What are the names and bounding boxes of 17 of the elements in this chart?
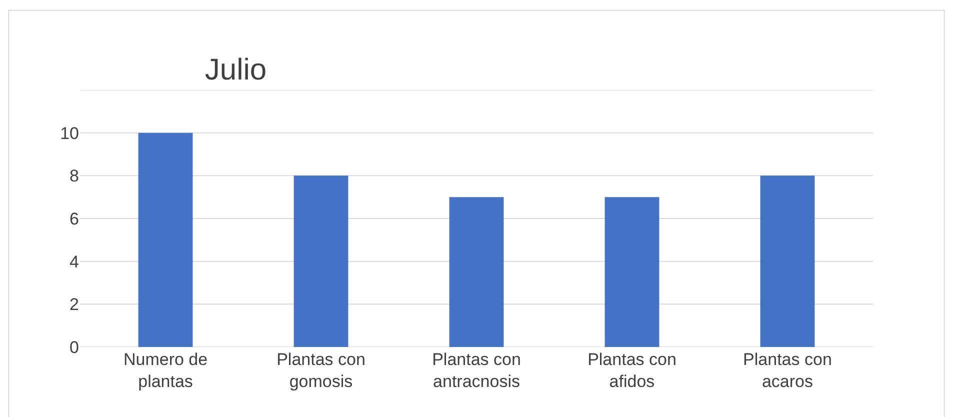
x-tick-label: Plantas con antracnosis: [432, 350, 521, 392]
y-tick-label: 0: [70, 338, 79, 357]
x-tick-label: Numero de plantas: [123, 350, 208, 392]
bar: [449, 197, 504, 347]
x-tick-label: Plantas con acaros: [743, 350, 832, 392]
y-tick-label: 4: [70, 252, 79, 272]
x-tick-label: Plantas con gomosis: [276, 350, 366, 392]
bar: [760, 176, 815, 347]
chart-title: Julio: [204, 53, 267, 86]
x-tick-label: Plantas con afidos: [588, 350, 676, 392]
y-tick-label: 8: [70, 166, 79, 186]
bar: [138, 132, 193, 347]
y-tick-label: 10: [60, 124, 79, 143]
bar: [294, 176, 348, 347]
bar: [604, 197, 660, 347]
y-tick-label: 6: [70, 209, 79, 228]
y-tick-label: 2: [70, 295, 79, 314]
